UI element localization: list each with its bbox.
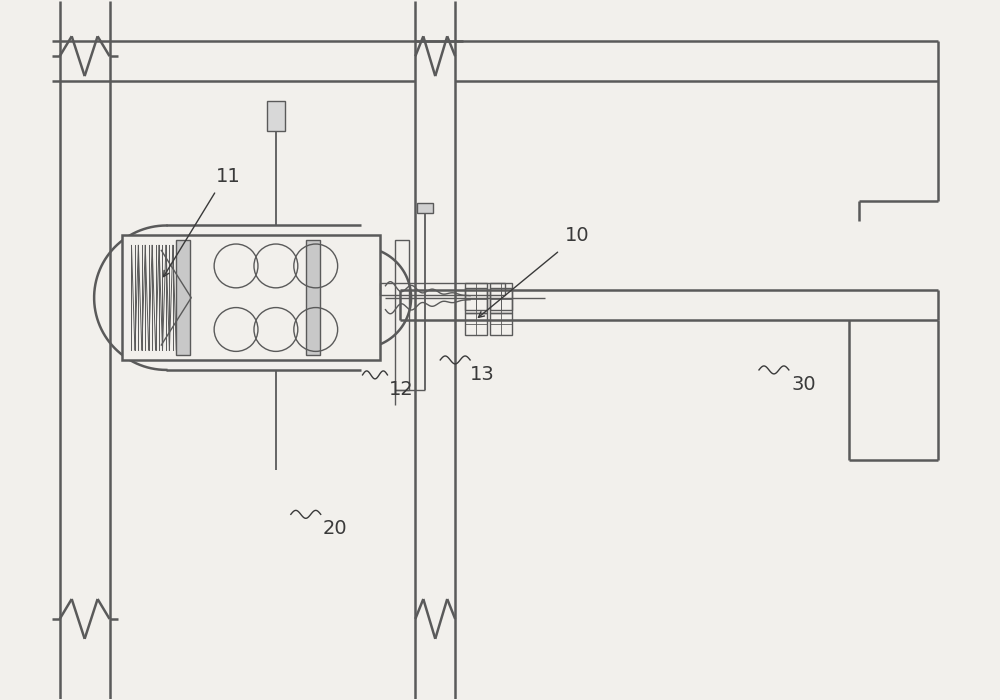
Bar	[465, 288, 487, 310]
Text: 30: 30	[792, 375, 816, 394]
Bar	[306, 240, 320, 355]
Text: 20: 20	[323, 519, 347, 538]
Bar	[395, 240, 409, 390]
Text: 11: 11	[216, 167, 241, 186]
Bar	[490, 283, 512, 313]
Text: 12: 12	[388, 380, 413, 399]
Bar	[490, 313, 512, 335]
Bar	[122, 235, 380, 360]
Bar	[380, 284, 505, 295]
Text: 10: 10	[565, 226, 589, 246]
Text: 13: 13	[470, 365, 495, 384]
Bar	[176, 240, 190, 355]
Bar	[465, 283, 487, 313]
Bar	[465, 313, 487, 335]
Bar	[267, 101, 285, 131]
Bar	[490, 288, 512, 310]
Bar	[417, 202, 433, 213]
